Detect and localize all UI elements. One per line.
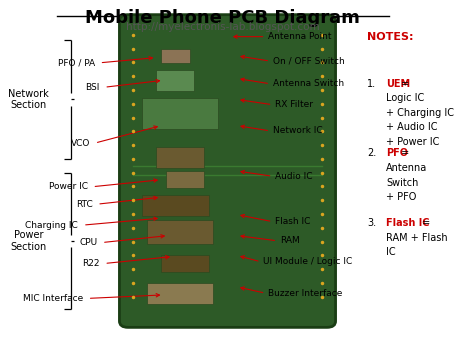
Text: Power IC: Power IC (49, 182, 88, 191)
Text: Flash IC: Flash IC (275, 217, 310, 226)
Bar (156, 147, 204, 168)
FancyBboxPatch shape (119, 15, 336, 327)
Text: + PFO: + PFO (386, 192, 417, 202)
Text: + Charging IC: + Charging IC (386, 108, 454, 118)
Text: Antenna Point: Antenna Point (268, 32, 331, 41)
Bar (161, 255, 209, 272)
Text: 2.: 2. (367, 148, 376, 158)
Bar (147, 283, 213, 304)
Text: UEM: UEM (386, 79, 410, 89)
Text: Audio IC: Audio IC (275, 172, 312, 181)
Bar (161, 49, 190, 63)
Text: MIC Interface: MIC Interface (23, 294, 83, 303)
Text: Mobile Phone PCB Diagram: Mobile Phone PCB Diagram (85, 9, 360, 27)
Text: 3.: 3. (367, 218, 376, 228)
Text: R22: R22 (82, 259, 100, 268)
Text: http://myelectronis-lab.blogspot.com: http://myelectronis-lab.blogspot.com (126, 22, 319, 32)
Text: PFO / PA: PFO / PA (58, 58, 95, 67)
Text: Charging IC: Charging IC (26, 221, 78, 230)
Text: VCO: VCO (71, 139, 90, 148)
Bar (147, 220, 213, 244)
Text: RTC: RTC (76, 200, 92, 209)
Text: RAM + Flash: RAM + Flash (386, 233, 448, 243)
Text: + Audio IC: + Audio IC (386, 122, 438, 133)
Text: Power
Section: Power Section (10, 230, 46, 252)
Text: Network
Section: Network Section (8, 89, 49, 110)
Text: Network IC: Network IC (273, 126, 322, 135)
Text: Antenna: Antenna (386, 163, 428, 173)
Text: RX Filter: RX Filter (275, 100, 313, 109)
Text: =: = (419, 218, 430, 228)
Text: Flash IC: Flash IC (386, 218, 430, 228)
Text: CPU: CPU (79, 238, 97, 247)
Text: PFO: PFO (386, 148, 408, 158)
Text: Antenna Switch: Antenna Switch (273, 79, 344, 88)
Text: BSI: BSI (85, 83, 100, 92)
Text: + Power IC: + Power IC (386, 137, 440, 147)
Text: RAM: RAM (280, 236, 300, 245)
Bar (166, 171, 204, 188)
Text: On / OFF Switch: On / OFF Switch (273, 57, 344, 66)
Text: =: = (398, 79, 410, 89)
Text: =: = (398, 148, 410, 158)
Text: Logic IC: Logic IC (386, 93, 425, 103)
Text: Buzzer Interface: Buzzer Interface (268, 289, 342, 298)
Bar (142, 195, 209, 216)
Text: NOTES:: NOTES: (367, 32, 414, 42)
Text: 1.: 1. (367, 79, 376, 89)
Text: IC: IC (386, 247, 396, 258)
Bar (156, 70, 194, 91)
Bar (142, 98, 218, 129)
Text: Switch: Switch (386, 178, 419, 188)
Text: UI Module / Logic IC: UI Module / Logic IC (263, 257, 352, 266)
